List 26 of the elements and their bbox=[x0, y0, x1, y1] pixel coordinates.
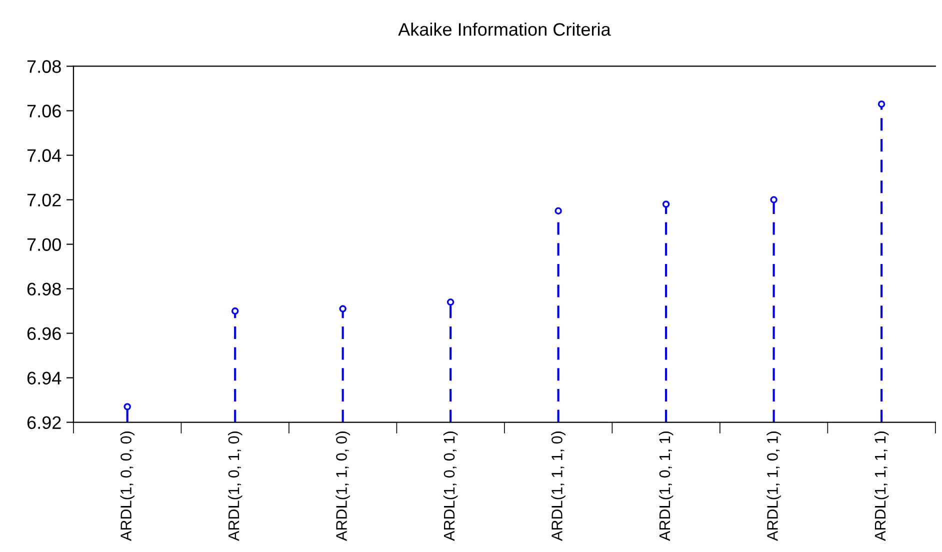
x-tick-label: ARDL(1, 1, 0, 0) bbox=[336, 432, 350, 541]
y-tick-label: 7.08 bbox=[27, 60, 61, 73]
y-tick-label: 7.06 bbox=[27, 104, 61, 118]
point bbox=[554, 207, 562, 214]
point bbox=[339, 305, 346, 312]
point bbox=[231, 307, 239, 315]
x-tick-label: ARDL(1, 1, 1, 0) bbox=[551, 432, 566, 541]
point bbox=[124, 403, 131, 410]
chart-title: Akaike Information Criteria bbox=[398, 22, 611, 36]
point bbox=[662, 200, 670, 208]
y-tick-label: 7.00 bbox=[27, 238, 61, 251]
y-tick-label: 6.96 bbox=[27, 327, 61, 340]
x-tick-label: ARDL(1, 0, 0, 1) bbox=[443, 432, 458, 541]
y-tick-label: 7.02 bbox=[27, 194, 61, 206]
x-tick-label: ARDL(1, 1, 1, 1) bbox=[874, 432, 889, 541]
y-tick-label: 7.04 bbox=[27, 149, 62, 162]
x-tick-label: ARDL(1, 0, 0, 0) bbox=[120, 432, 134, 541]
y-tick-label: 6.92 bbox=[27, 416, 61, 429]
x-tick-label: ARDL(1, 0, 1, 0) bbox=[228, 432, 242, 541]
point bbox=[878, 100, 886, 108]
x-tick-label: ARDL(1, 1, 0, 1) bbox=[766, 432, 781, 541]
y-tick-label: 6.98 bbox=[27, 282, 61, 296]
y-tick-label: 6.94 bbox=[27, 372, 62, 384]
x-tick-label: ARDL(1, 0, 1, 1) bbox=[658, 432, 674, 541]
point bbox=[446, 298, 454, 306]
point bbox=[770, 196, 778, 204]
